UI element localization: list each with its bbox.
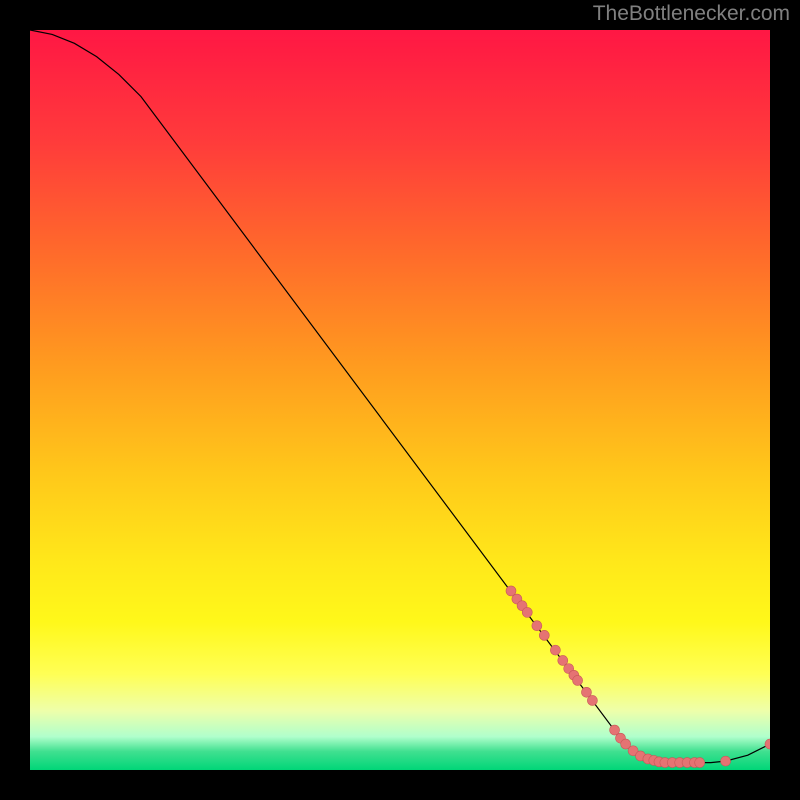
plot-area xyxy=(30,30,770,770)
data-markers xyxy=(506,586,770,768)
data-marker xyxy=(522,607,532,617)
data-marker xyxy=(550,645,560,655)
data-marker xyxy=(573,675,583,685)
data-marker xyxy=(695,758,705,768)
watermark-text: TheBottlenecker.com xyxy=(593,2,790,26)
data-marker xyxy=(587,695,597,705)
bottleneck-curve xyxy=(30,30,770,763)
chart-overlay xyxy=(30,30,770,770)
data-marker xyxy=(539,630,549,640)
data-marker xyxy=(532,621,542,631)
data-marker xyxy=(721,756,731,766)
data-marker xyxy=(765,739,770,749)
